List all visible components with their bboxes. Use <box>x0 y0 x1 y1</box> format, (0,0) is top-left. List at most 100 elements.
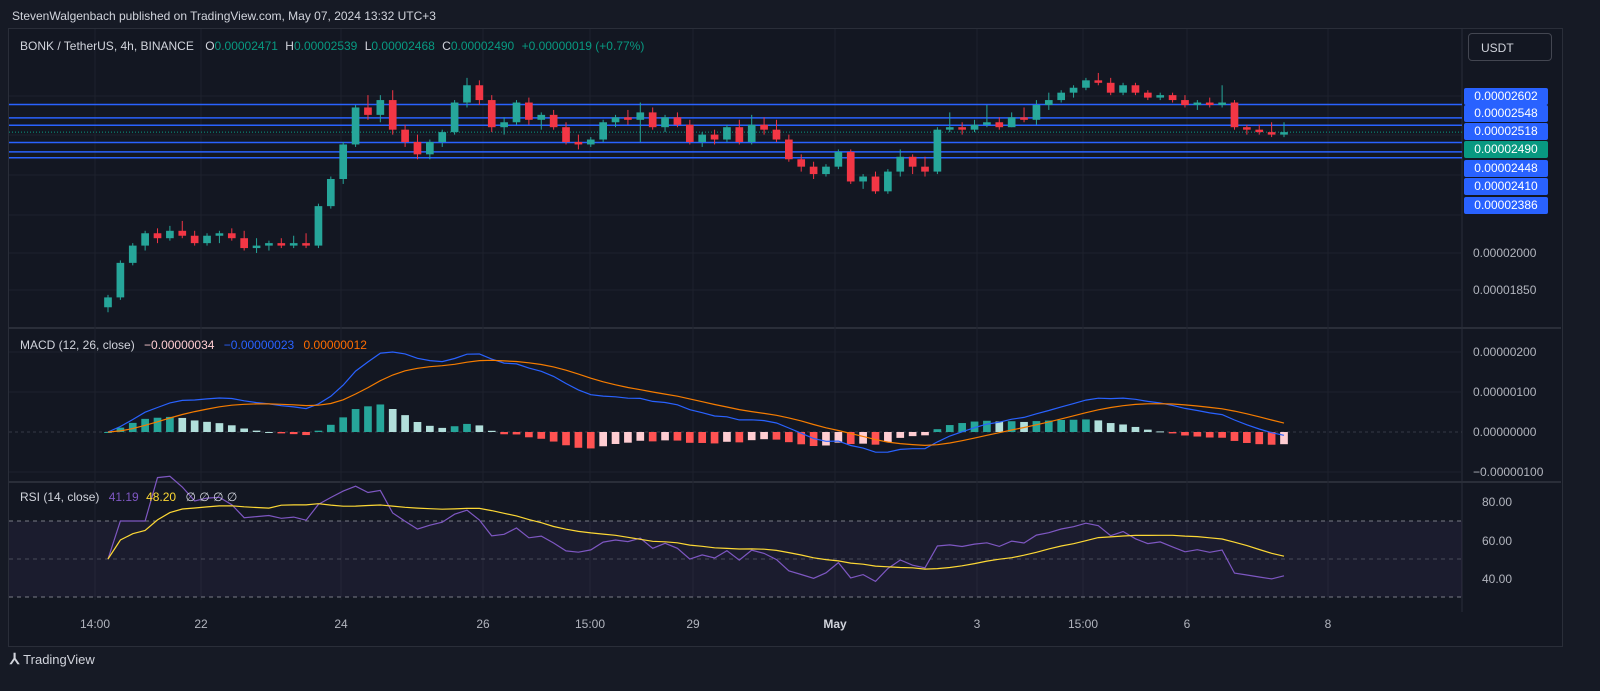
symbol-name[interactable]: BONK / TetherUS, 4h, BINANCE <box>20 39 194 53</box>
low-value: 0.00002468 <box>371 39 435 53</box>
macd-histogram-bar <box>376 404 385 432</box>
macd-histogram-bar <box>512 432 521 435</box>
macd-histogram-bar <box>426 425 434 432</box>
macd-histogram-bar <box>1205 432 1214 438</box>
candle-body <box>1193 102 1202 105</box>
macd-histogram-bar <box>178 417 187 432</box>
candle-body <box>351 107 360 145</box>
price-level-tag[interactable]: 0.00002518 <box>1464 123 1548 140</box>
macd-histogram-bar <box>785 432 793 443</box>
candle-body <box>611 117 620 123</box>
header-bar: StevenWalgenbach published on TradingVie… <box>0 0 1600 30</box>
macd-histogram-bar <box>1230 432 1239 441</box>
rsi-legend[interactable]: RSI (14, close) 41.19 48.20 ∅ ∅ ∅ ∅ <box>20 490 237 504</box>
candle-body <box>153 233 162 239</box>
candle-body <box>1106 82 1115 93</box>
candle-body <box>1094 80 1103 83</box>
candle-body <box>339 144 348 179</box>
macd-histogram-bar <box>413 421 422 432</box>
macd-histogram-bar <box>1106 423 1115 432</box>
open-value: 0.00002471 <box>214 39 278 53</box>
macd-histogram-bar <box>983 420 991 432</box>
macd-histogram-bar <box>401 415 409 432</box>
macd-histogram-bar <box>710 432 719 444</box>
macd-signal-line <box>107 359 1285 447</box>
candle-body <box>921 166 929 172</box>
change-value: +0.00000019 (+0.77%) <box>521 39 645 53</box>
macd-axis-label: 0.00000200 <box>1473 345 1537 359</box>
price-axis-label: 0.00002000 <box>1473 246 1537 260</box>
rsi-ma-value: 48.20 <box>146 490 177 504</box>
macd-histogram-bar <box>797 432 806 445</box>
chart-area[interactable] <box>8 28 1563 647</box>
candle-body <box>710 134 719 140</box>
time-axis-label: 26 <box>476 617 490 631</box>
macd-histogram-bar <box>1193 432 1202 437</box>
price-level-tag[interactable]: 0.00002386 <box>1464 197 1548 214</box>
price-level-tag[interactable]: 0.00002410 <box>1464 178 1548 195</box>
macd-histogram-bar <box>760 432 768 440</box>
close-value: 0.00002490 <box>450 39 515 53</box>
macd-histogram-bar <box>611 432 620 444</box>
macd-histogram-bar <box>995 421 1004 432</box>
macd-histogram-bar <box>525 432 533 438</box>
rsi-axis-label: 60.00 <box>1482 534 1512 548</box>
currency-button[interactable]: USDT <box>1468 33 1552 61</box>
macd-histogram-bar <box>661 432 669 441</box>
candle-body <box>141 233 149 246</box>
rsi-axis-label: 80.00 <box>1482 495 1512 509</box>
time-axis-label: 15:00 <box>1068 617 1098 631</box>
candle-body <box>1156 95 1165 98</box>
price-level-tag[interactable]: 0.00002448 <box>1464 160 1548 177</box>
macd-histogram-bar <box>1057 419 1066 432</box>
candle-body <box>116 262 125 298</box>
symbol-legend[interactable]: BONK / TetherUS, 4h, BINANCE O0.00002471… <box>20 39 644 53</box>
macd-histogram-bar <box>648 432 657 442</box>
candle-body <box>525 102 533 120</box>
time-axis-label: 22 <box>194 617 208 631</box>
time-axis-label: May <box>823 617 847 631</box>
candle-body <box>302 243 310 246</box>
macd-title[interactable]: MACD (12, 26, close) <box>20 338 135 352</box>
candle-body <box>772 129 781 140</box>
macd-histogram-bar <box>698 432 707 443</box>
macd-histogram-bar <box>1280 432 1288 445</box>
price-axis-label: 0.00001850 <box>1473 283 1537 297</box>
candle-body <box>463 85 471 103</box>
candle-body <box>1082 80 1090 88</box>
candle-body <box>636 112 645 120</box>
price-level-tag[interactable]: 0.00002548 <box>1464 105 1548 122</box>
candle-body <box>896 156 905 172</box>
rsi-title[interactable]: RSI (14, close) <box>20 490 100 504</box>
high-value: 0.00002539 <box>293 39 358 53</box>
close-label: C <box>442 39 451 53</box>
candle-body <box>178 230 187 236</box>
macd-histogram-bar <box>933 429 942 432</box>
candle-body <box>685 124 694 142</box>
macd-histogram-bar <box>537 432 546 439</box>
candle-body <box>958 127 966 130</box>
price-level-tag[interactable]: 0.00002490 <box>1464 141 1548 158</box>
macd-histogram-bar <box>438 427 447 432</box>
candle-body <box>1218 102 1226 105</box>
candle-body <box>265 243 273 246</box>
macd-histogram-bar <box>846 432 855 445</box>
candle-body <box>277 243 286 246</box>
time-axis-label: 6 <box>1184 617 1191 631</box>
macd-histogram-bar <box>1007 421 1016 432</box>
candle-body <box>104 297 112 308</box>
macd-histogram-bar <box>240 428 249 432</box>
candle-body <box>822 166 830 175</box>
macd-histogram-bar <box>1119 424 1127 432</box>
candle-body <box>1168 95 1177 101</box>
candle-body <box>1255 129 1264 133</box>
candle-body <box>661 117 669 128</box>
macd-histogram-bar <box>1032 421 1041 432</box>
macd-histogram-bar <box>314 430 323 432</box>
candle-body <box>190 235 199 244</box>
macd-legend[interactable]: MACD (12, 26, close) −0.00000034 −0.0000… <box>20 338 367 352</box>
brand-footer[interactable]: ⅄ TradingView <box>10 650 95 668</box>
price-level-tag[interactable]: 0.00002602 <box>1464 88 1548 105</box>
candle-body <box>574 142 583 145</box>
